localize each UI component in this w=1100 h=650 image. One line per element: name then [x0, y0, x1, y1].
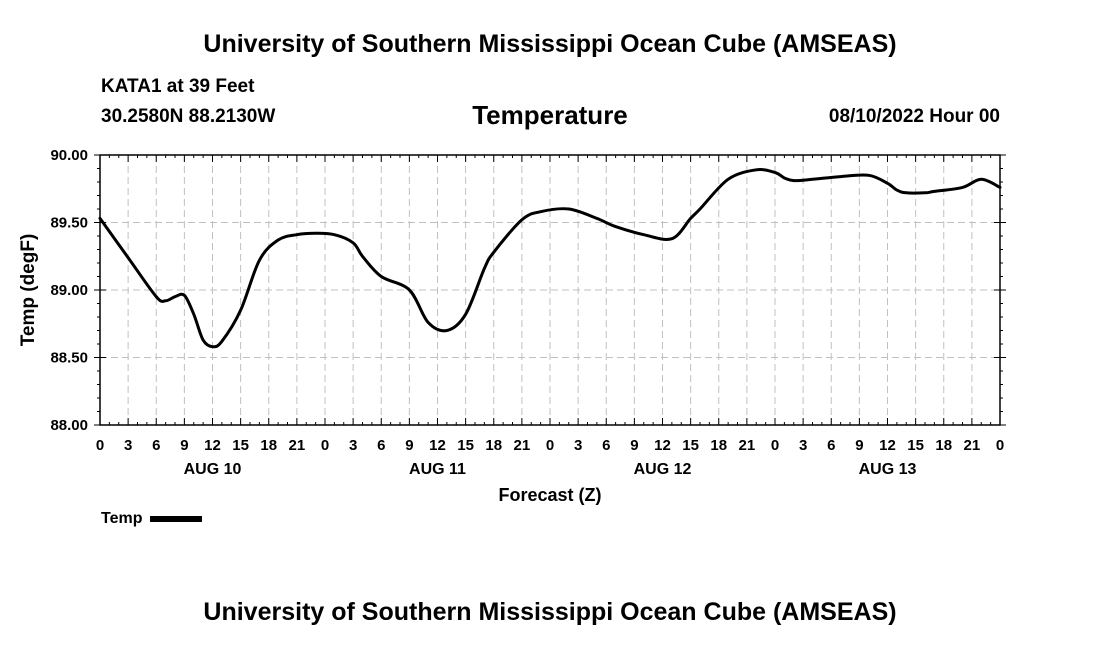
x-tick-label: 3 [124, 437, 132, 454]
x-tick-label: 21 [514, 437, 531, 454]
x-tick-label: 3 [574, 437, 582, 454]
y-tick-label: 89.50 [50, 215, 88, 232]
line-layer [98, 168, 1002, 349]
day-label: AUG 11 [409, 461, 466, 478]
x-tick-label: 9 [630, 437, 638, 454]
x-tick-label: 21 [964, 437, 981, 454]
y-tick-label: 89.00 [50, 282, 88, 299]
x-tick-label: 12 [879, 437, 896, 454]
x-tick-label: 6 [827, 437, 835, 454]
y-tick-label: 90.00 [50, 147, 88, 164]
y-tick-label: 88.50 [50, 350, 88, 367]
x-tick-label: 18 [485, 437, 502, 454]
x-tick-label: 0 [771, 437, 779, 454]
x-tick-label: 15 [457, 437, 474, 454]
x-tick-label: 6 [152, 437, 160, 454]
x-tick-label: 21 [739, 437, 756, 454]
station-coordinates: 30.2580N 88.2130W [101, 106, 276, 127]
label-layer: 0 3 6 9 12 15 18 21 0 3 6 9 12 15 18 21 0 3 6 9 12 15 18 21 0 3 6 9… [50, 147, 1004, 478]
forecast-timestamp: 08/10/2022 Hour 00 [828, 106, 1000, 127]
x-tick-label: 12 [204, 437, 221, 454]
plot-frame [99, 154, 1001, 426]
x-tick-label: 18 [935, 437, 952, 454]
parameter-title: Temperature [472, 100, 628, 130]
x-axis-title: Forecast (Z) [498, 485, 601, 505]
x-tick-label: 6 [602, 437, 610, 454]
x-tick-label: 6 [377, 437, 385, 454]
day-label: AUG 12 [634, 461, 692, 478]
y-axis-title: Temp (degF) [18, 234, 39, 347]
day-label: AUG 10 [184, 461, 242, 478]
legend-label: Temp [101, 510, 143, 527]
x-tick-label: 18 [260, 437, 277, 454]
x-tick-label: 9 [405, 437, 413, 454]
x-tick-label: 15 [232, 437, 249, 454]
x-tick-label: 0 [546, 437, 554, 454]
x-tick-label: 0 [96, 437, 104, 454]
x-tick-label: 0 [321, 437, 329, 454]
footer-title: University of Southern Mississippi Ocean… [203, 598, 897, 626]
x-tick-label: 0 [996, 437, 1004, 454]
x-tick-label: 9 [180, 437, 188, 454]
x-tick-label: 15 [907, 437, 924, 454]
page-title: University of Southern Mississippi Ocean… [203, 30, 897, 58]
legend: Temp [101, 510, 203, 528]
grid-layer [100, 155, 1000, 425]
x-tick-label: 15 [682, 437, 699, 454]
x-tick-label: 9 [855, 437, 863, 454]
x-tick-label: 18 [710, 437, 727, 454]
x-tick-label: 3 [349, 437, 357, 454]
x-tick-label: 3 [799, 437, 807, 454]
series-line-temp [98, 168, 1002, 349]
x-tick-label: 12 [654, 437, 671, 454]
legend-swatch [150, 516, 203, 522]
day-label: AUG 13 [859, 461, 917, 478]
station-label: KATA1 at 39 Feet [101, 76, 255, 97]
x-tick-label: 12 [429, 437, 446, 454]
y-tick-label: 88.00 [50, 417, 88, 434]
x-tick-label: 21 [289, 437, 306, 454]
